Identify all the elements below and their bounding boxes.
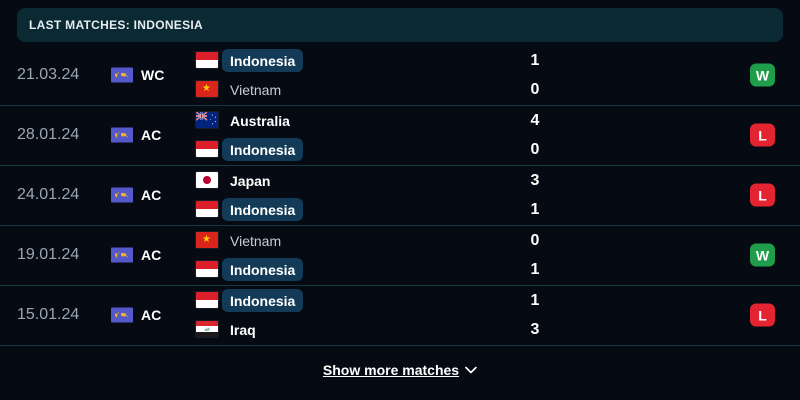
svg-text:الله: الله bbox=[205, 327, 210, 331]
